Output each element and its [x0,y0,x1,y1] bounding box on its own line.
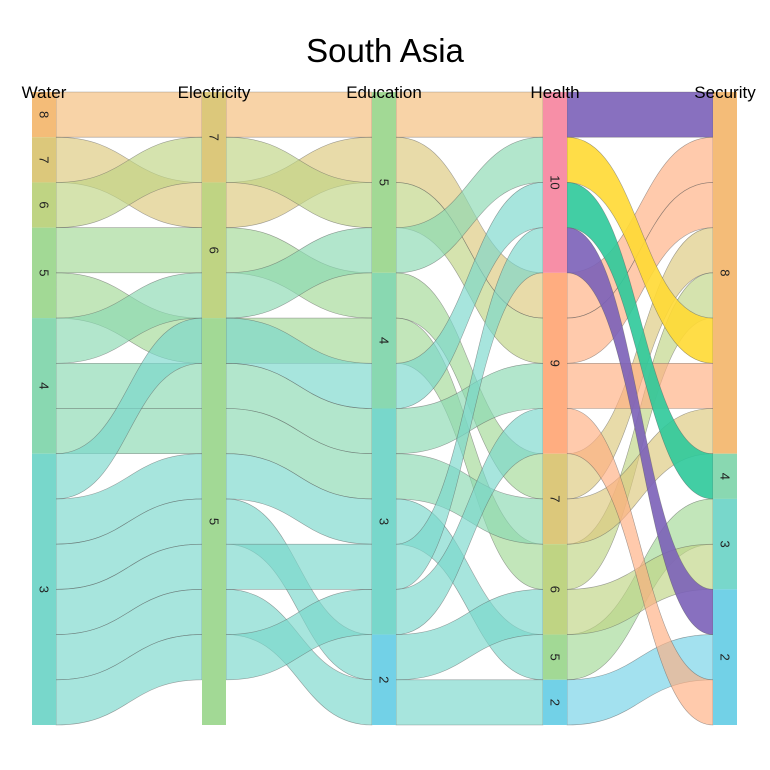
axis-label-health: Health [530,83,579,102]
stratum-label-electricity-5: 5 [207,518,222,525]
stratum-security-2 [713,589,737,725]
stratum-health-2 [543,679,567,725]
stratum-label-health-7: 7 [548,495,563,502]
stratum-label-water-5: 5 [37,269,52,276]
stratum-label-health-10: 10 [548,175,563,189]
stratum-education-2 [372,634,396,725]
axis-label-education: Education [346,83,422,102]
stratum-label-water-7: 7 [37,156,52,163]
stratum-health-10 [543,92,567,273]
stratum-label-health-9: 9 [548,360,563,367]
stratum-label-electricity-6: 6 [207,247,222,254]
stratum-water-6 [32,182,56,228]
stratum-label-water-8: 8 [37,111,52,118]
stratum-security-3 [713,498,737,590]
stratum-water-7 [32,137,56,183]
axis-label-electricity: Electricity [178,83,251,102]
stratum-label-water-3: 3 [37,586,52,593]
stratum-electricity-6 [202,182,226,319]
stratum-label-electricity-7: 7 [207,134,222,141]
stratum-security-4 [713,453,737,499]
stratum-water-3 [32,453,56,725]
axis-label-security: Security [694,83,756,102]
axis-label-water: Water [22,83,67,102]
flow-health-security-0 [566,91,714,138]
stratum-water-8 [32,92,56,138]
stratum-water-5 [32,227,56,319]
stratum-electricity-7 [202,92,226,183]
flow-education-health-12 [395,679,544,726]
stratum-label-health-5: 5 [548,654,563,661]
stratum-label-water-4: 4 [37,382,52,389]
stratum-label-education-5: 5 [377,179,392,186]
stratum-water-4 [32,318,56,454]
stratum-education-4 [372,272,396,409]
stratum-label-security-2: 2 [718,654,733,661]
flow-water-electricity-3 [55,227,203,274]
stratum-label-security-3: 3 [718,541,733,548]
stratum-label-health-2: 2 [548,699,563,706]
stratum-label-security-8: 8 [718,269,733,276]
stratum-health-9 [543,272,567,454]
stratum-health-5 [543,634,567,680]
axis-labels: Water Electricity Education Health Security [22,83,757,102]
stratum-education-5 [372,92,396,273]
stratum-label-education-3: 3 [377,518,392,525]
stratum-health-7 [543,453,567,545]
stratum-health-6 [543,544,567,635]
strata-bars: 8 7 6 5 4 3 7 6 5 5 4 3 2 10 9 7 6 5 2 8 4 3 2 [32,92,737,725]
chart-title: South Asia [306,32,464,69]
stratum-electricity-5 [202,318,226,725]
stratum-label-water-6: 6 [37,201,52,208]
stratum-education-3 [372,408,396,635]
stratum-label-security-4: 4 [718,473,733,480]
stratum-label-education-2: 2 [377,676,392,683]
stratum-label-health-6: 6 [548,586,563,593]
stratum-security-8 [713,92,737,454]
flow-electricity-education-11 [225,543,373,590]
flow-health-security-6 [566,362,714,409]
flow-ribbons [55,91,714,726]
stratum-label-education-4: 4 [377,337,392,344]
